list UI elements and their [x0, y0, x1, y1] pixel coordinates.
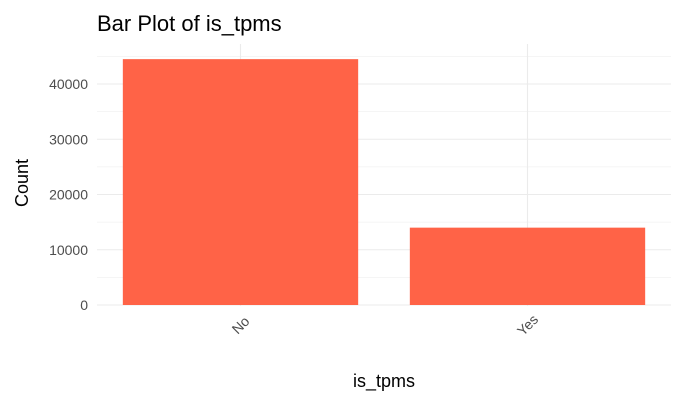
y-tick-label: 40000: [49, 76, 88, 92]
y-tick-label: 10000: [49, 242, 88, 258]
bar-yes: [409, 227, 646, 305]
y-tick-label: 0: [80, 297, 88, 313]
x-tick-label: Yes: [514, 311, 541, 338]
y-axis-title: Count: [12, 159, 32, 207]
y-tick-label: 30000: [49, 131, 88, 147]
chart-title: Bar Plot of is_tpms: [97, 11, 282, 36]
y-axis-ticks: 0 10000 20000 30000 40000: [49, 76, 88, 313]
x-axis-ticks: No Yes: [229, 311, 542, 338]
bar-no: [122, 59, 359, 306]
y-tick-label: 20000: [49, 187, 88, 203]
x-axis-title: is_tpms: [353, 371, 415, 392]
x-tick-label: No: [229, 313, 253, 337]
bars-layer: [122, 59, 646, 306]
